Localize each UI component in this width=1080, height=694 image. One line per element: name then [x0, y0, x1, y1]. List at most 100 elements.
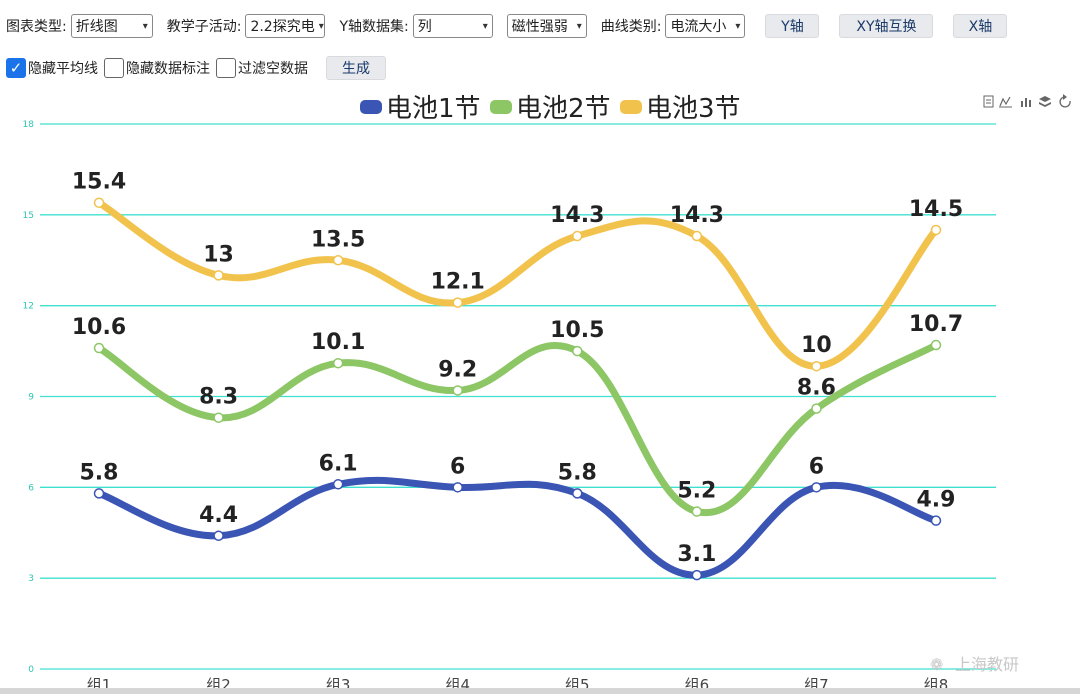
activity-value: 2.2探究电 [250, 19, 315, 35]
chevron-down-icon: ▾ [142, 20, 148, 32]
legend-label[interactable]: 电池2节 [516, 94, 611, 124]
toolbar-row-1: 图表类型: 折线图 ▾ 教学子活动: 2.2探究电 ▾ Y轴数据集: 列 ▾ 磁… [6, 14, 1008, 38]
data-label: 10.7 [909, 312, 963, 337]
chevron-down-icon: ▾ [318, 20, 324, 32]
y-dataset-value: 列 [417, 19, 432, 35]
data-label: 5.8 [558, 460, 597, 485]
chevron-down-icon: ▾ [482, 20, 488, 32]
hide-average-checkbox[interactable]: ✓ [6, 58, 26, 78]
data-point[interactable] [93, 342, 105, 354]
data-label: 8.3 [199, 385, 238, 410]
swap-axes-button[interactable]: XY轴互换 [839, 14, 934, 38]
data-label: 6 [450, 454, 465, 479]
data-point[interactable] [93, 488, 105, 499]
data-point[interactable] [811, 482, 822, 493]
data-point[interactable] [452, 385, 463, 396]
series-points [93, 197, 942, 581]
data-label: 4.4 [199, 503, 238, 528]
data-view-icon[interactable] [983, 95, 994, 108]
filter-empty-checkbox[interactable] [216, 58, 236, 78]
horizontal-scrollbar[interactable] [0, 688, 1080, 694]
data-point[interactable] [93, 197, 105, 208]
data-labels: 5.8 4.4 6.1 6 5.8 3.1 6 4.9 10.6 8.3 10.1 9.2 10.5 5.… [72, 170, 963, 567]
restore-icon[interactable] [1059, 94, 1071, 108]
data-point[interactable] [213, 412, 224, 423]
series-line-1[interactable] [95, 476, 940, 579]
legend-swatch[interactable] [620, 100, 642, 114]
data-point[interactable] [213, 530, 224, 542]
y-dataset-label: Y轴数据集: [339, 19, 409, 35]
data-label: 14.3 [670, 203, 724, 228]
data-label: 4.9 [917, 488, 956, 513]
y-tick-label: 18 [23, 120, 35, 130]
bar-icon[interactable] [1021, 98, 1031, 107]
watermark-text: 上海教研 [955, 655, 1019, 674]
y-axis-button[interactable]: Y轴 [765, 14, 820, 38]
chart-tools [983, 94, 1071, 108]
data-point[interactable] [213, 270, 224, 281]
hide-labels-label: 隐藏数据标注 [126, 61, 210, 77]
legend: 电池1节 电池2节 电池3节 [360, 94, 741, 124]
data-point[interactable] [452, 297, 463, 308]
data-label: 3.1 [677, 542, 716, 567]
series-line-2[interactable] [95, 341, 940, 517]
watermark-icon: ❁ [930, 655, 943, 674]
data-label: 10 [801, 333, 832, 358]
data-label: 10.1 [311, 330, 365, 355]
data-point[interactable] [811, 360, 822, 372]
legend-swatch[interactable] [360, 100, 382, 114]
data-label: 6.1 [319, 451, 358, 476]
x-axis-button[interactable]: X轴 [953, 14, 1008, 38]
data-point[interactable] [811, 403, 822, 414]
filter-empty-label: 过滤空数据 [238, 61, 308, 77]
chart-type-value: 折线图 [75, 19, 118, 35]
data-point[interactable] [930, 224, 942, 236]
data-label: 8.6 [797, 376, 836, 401]
y-tick-label: 6 [28, 483, 34, 493]
curve-select[interactable]: 电流大小 ▾ [665, 14, 746, 38]
legend-swatch[interactable] [490, 100, 512, 114]
data-label: 12.1 [431, 270, 485, 295]
y-dataset-select[interactable]: 列 ▾ [412, 14, 493, 38]
curve-label: 曲线类别: [600, 19, 662, 35]
data-point[interactable] [452, 482, 463, 493]
data-label: 5.2 [677, 479, 716, 504]
generate-button[interactable]: 生成 [326, 56, 386, 80]
y-axis-ticks: 0 3 6 9 12 15 18 [23, 120, 35, 675]
hide-labels-checkbox[interactable] [104, 58, 124, 78]
data-point[interactable] [572, 345, 583, 357]
data-label: 5.8 [80, 460, 119, 485]
chevron-down-icon: ▾ [735, 20, 741, 32]
data-point[interactable] [572, 230, 583, 242]
activity-select[interactable]: 2.2探究电 ▾ [245, 14, 326, 38]
data-point[interactable] [691, 506, 703, 517]
y-tick-label: 0 [28, 665, 34, 675]
data-point[interactable] [930, 515, 942, 526]
data-label: 10.6 [72, 315, 126, 340]
y-tick-label: 12 [23, 302, 34, 312]
data-point[interactable] [691, 230, 703, 242]
hide-average-label: 隐藏平均线 [28, 61, 98, 77]
chart-type-select[interactable]: 折线图 ▾ [70, 14, 153, 38]
y-tick-label: 3 [28, 574, 34, 584]
data-label: 6 [809, 454, 824, 479]
chart-type-label: 图表类型: [6, 19, 67, 35]
legend-label[interactable]: 电池3节 [646, 94, 741, 124]
data-point[interactable] [930, 339, 942, 351]
data-point[interactable] [332, 357, 344, 369]
y-tick-label: 15 [23, 211, 34, 221]
watermark: ❁ 上海教研 [930, 655, 1019, 674]
data-point[interactable] [691, 569, 703, 581]
stack-icon[interactable] [1039, 96, 1051, 107]
series-select[interactable]: 磁性强弱 ▾ [506, 14, 587, 38]
data-label: 14.5 [909, 197, 963, 222]
data-point[interactable] [572, 488, 583, 499]
y-tick-label: 9 [28, 393, 34, 403]
line-icon[interactable] [999, 96, 1012, 108]
legend-label[interactable]: 电池1节 [386, 94, 481, 124]
data-point[interactable] [332, 479, 344, 490]
data-point[interactable] [332, 255, 344, 266]
grid [40, 123, 996, 670]
data-label: 14.3 [550, 203, 604, 228]
